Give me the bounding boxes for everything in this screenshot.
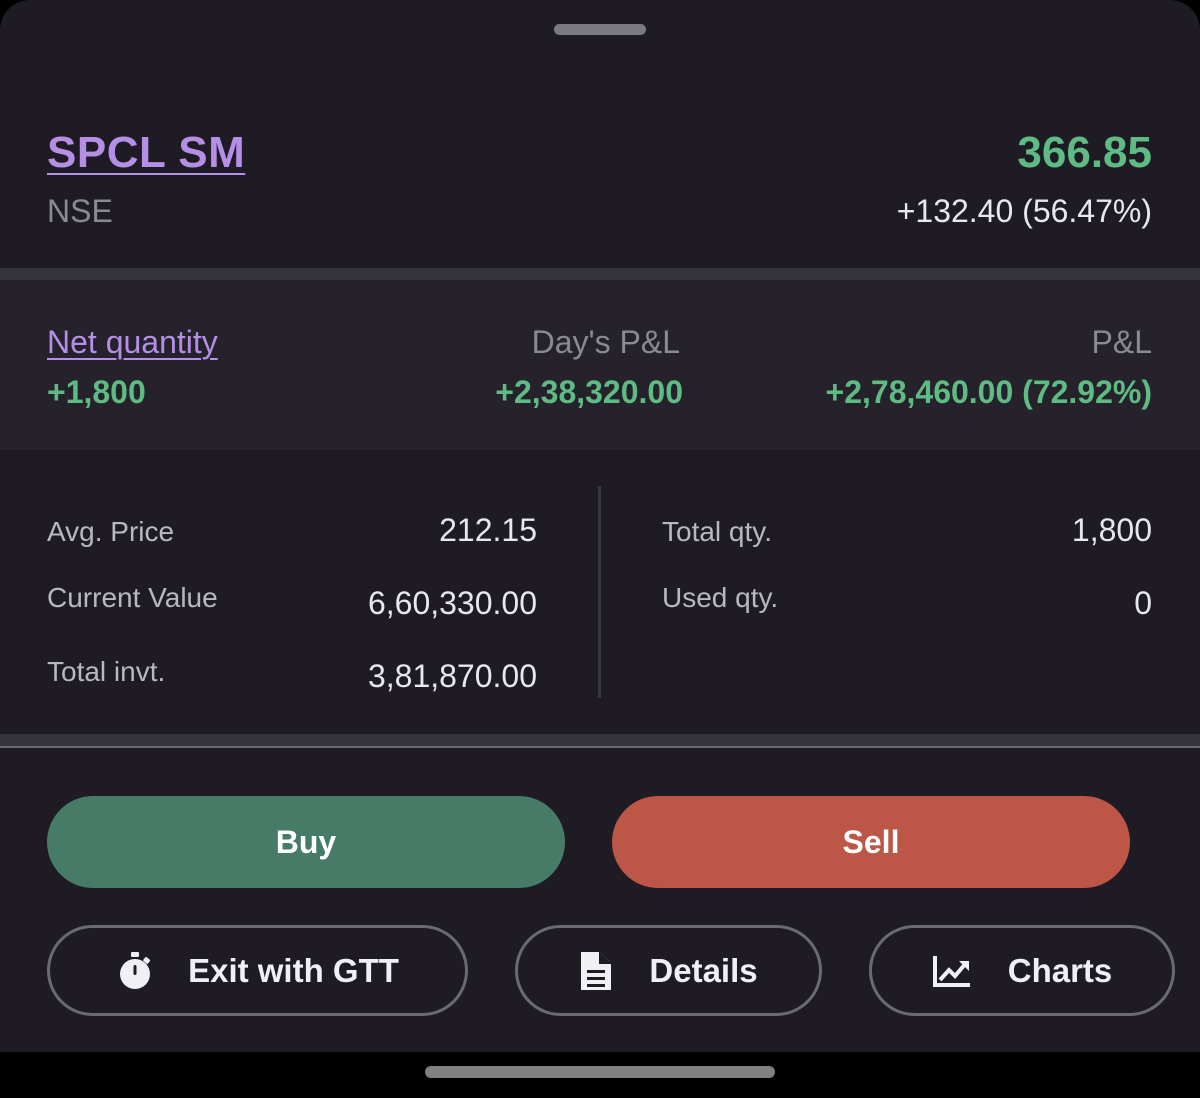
days-pnl-label: Day's P&L [531, 324, 680, 360]
used-qty-value: 0 [1134, 585, 1152, 621]
pnl-value: +2,78,460.00 (72.92%) [825, 374, 1152, 410]
stopwatch-icon [116, 951, 154, 991]
stats-column-divider [598, 486, 601, 698]
charts-button[interactable]: Charts [869, 925, 1175, 1016]
total-qty-value: 1,800 [1071, 512, 1152, 548]
document-icon [579, 950, 613, 992]
total-invt-label: Total invt. [47, 656, 166, 687]
buy-button[interactable]: Buy [47, 796, 565, 888]
total-invt-value: 3,81,870.00 [367, 658, 537, 694]
price-change: +132.40 (56.47%) [896, 193, 1152, 229]
position-stats: Avg. Price 212.15 Current Value 6,60,330… [0, 450, 1200, 734]
sell-button[interactable]: Sell [612, 796, 1130, 888]
details-button[interactable]: Details [515, 925, 822, 1016]
home-indicator[interactable] [425, 1066, 775, 1078]
charts-label: Charts [1007, 951, 1113, 989]
sheet-drag-handle[interactable] [554, 24, 646, 35]
stats-divider-line [0, 746, 1200, 748]
current-value-value: 6,60,330.00 [367, 585, 537, 621]
header-divider [0, 268, 1200, 280]
days-pnl-value: +2,38,320.00 [495, 374, 683, 410]
stats-divider [0, 734, 1200, 746]
last-traded-price: 366.85 [1017, 128, 1152, 177]
instrument-symbol-link[interactable]: SPCL SM [47, 128, 246, 177]
line-chart-icon [932, 954, 972, 988]
avg-price-value: 212.15 [439, 512, 537, 548]
net-quantity-link[interactable]: Net quantity [47, 324, 218, 360]
pnl-summary: Net quantity +1,800 Day's P&L +2,38,320.… [0, 280, 1200, 450]
exit-with-gtt-button[interactable]: Exit with GTT [47, 925, 468, 1016]
exit-with-gtt-label: Exit with GTT [188, 951, 399, 989]
pnl-label: P&L [1091, 324, 1152, 360]
total-qty-label: Total qty. [662, 516, 772, 547]
avg-price-label: Avg. Price [47, 516, 175, 547]
exchange-label: NSE [47, 193, 113, 229]
position-details-sheet: SPCL SM NSE 366.85 +132.40 (56.47%) Net … [0, 0, 1200, 1052]
net-quantity-value: +1,800 [47, 374, 146, 410]
details-label: Details [649, 951, 758, 989]
current-value-label: Current Value [47, 582, 218, 613]
instrument-header: SPCL SM NSE 366.85 +132.40 (56.47%) [0, 0, 1200, 268]
used-qty-label: Used qty. [662, 582, 779, 613]
